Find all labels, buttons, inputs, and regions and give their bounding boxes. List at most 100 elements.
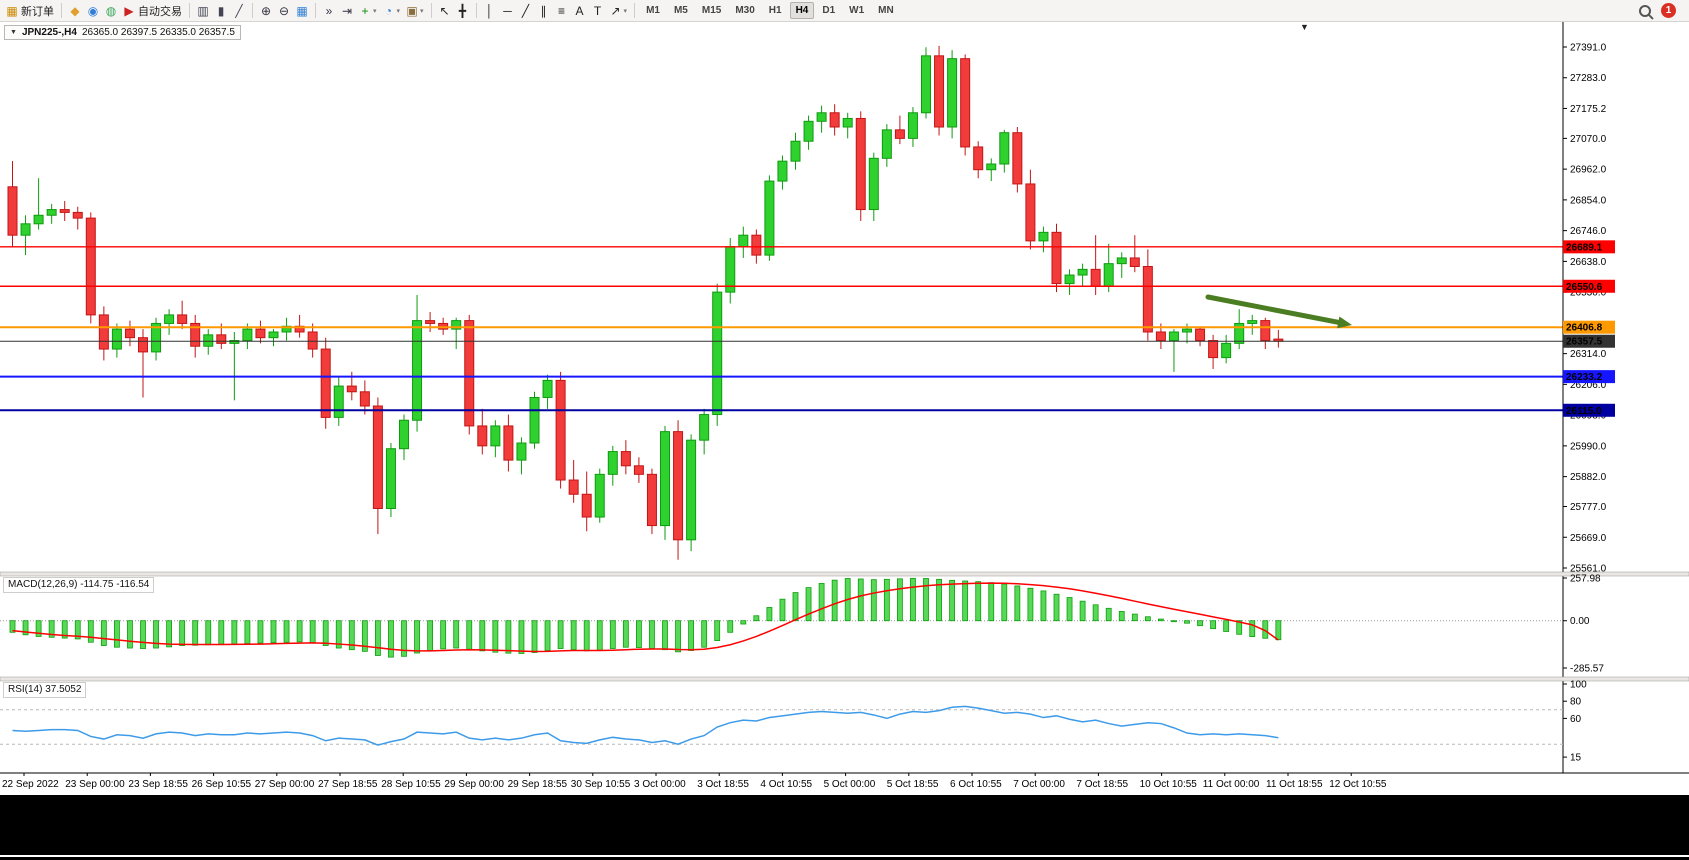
macd-bar — [1027, 587, 1034, 622]
time-axis-label: 6 Oct 10:55 — [950, 779, 1002, 790]
candle — [646, 473, 657, 527]
price-axis-label: 26530.0 — [1570, 288, 1607, 299]
macd-bar — [766, 607, 773, 622]
horizontal-line-icon: ─ — [503, 3, 512, 18]
candle — [98, 314, 109, 350]
candlestick-chart-icon: ▮ — [217, 3, 225, 18]
tile-windows-button[interactable]: ▦ — [293, 2, 311, 20]
chart-shift-marker-icon[interactable]: ▼ — [1300, 22, 1309, 32]
candle — [7, 186, 18, 236]
time-axis-label: 5 Oct 00:00 — [824, 779, 876, 790]
macd-bar — [1118, 611, 1125, 622]
timeframe-m5[interactable]: M5 — [673, 5, 688, 16]
arrows-button[interactable]: ↗ ▾ — [607, 2, 631, 20]
time-axis-label: 11 Oct 00:00 — [1203, 779, 1260, 790]
time-axis-label: 3 Oct 18:55 — [697, 779, 749, 790]
time-axis-label: 23 Sep 00:00 — [65, 779, 125, 790]
vertical-line-button[interactable]: │ — [481, 2, 499, 20]
macd-bar — [231, 620, 238, 645]
cursor-button[interactable]: ↖ — [436, 2, 454, 20]
indicators-button[interactable]: + ▾ — [356, 2, 380, 20]
macd-bar — [479, 620, 486, 652]
macd-bar — [636, 620, 642, 648]
candle — [594, 473, 605, 518]
macd-bar — [348, 620, 355, 651]
macd-bar — [1066, 597, 1073, 622]
auto-scroll-button[interactable]: » — [320, 2, 338, 20]
text-label-icon: T — [593, 3, 602, 18]
macd-bar — [100, 620, 107, 646]
notification-badge[interactable]: 1 — [1661, 3, 1676, 18]
macd-bar — [740, 620, 747, 625]
fibonacci-icon: ≡ — [558, 3, 566, 18]
auto-trading-icon: ▶ — [124, 3, 134, 18]
timeframe-h1[interactable]: H1 — [768, 5, 782, 16]
chart-symbol: JPN225-,H4 — [21, 27, 77, 38]
horizontal-line-button[interactable]: ─ — [499, 2, 517, 20]
periods-button[interactable]: ◔ ▾ — [380, 2, 404, 20]
candle — [790, 140, 801, 162]
candle — [385, 448, 396, 509]
price-axis-label: 27070.0 — [1570, 134, 1607, 145]
trend-arrow[interactable] — [1205, 294, 1341, 325]
channel-button[interactable]: ∥ — [535, 2, 553, 20]
macd-bar — [1236, 620, 1243, 635]
candle — [85, 217, 96, 316]
macd-bar — [22, 620, 29, 636]
candle — [907, 112, 918, 139]
time-axis-label: 5 Oct 18:55 — [887, 779, 939, 790]
chevron-down-icon[interactable]: ▾ — [420, 7, 424, 15]
auto-trading-button[interactable]: ▶ 自动交易 — [120, 2, 185, 20]
candle — [20, 223, 31, 236]
macd-bar — [309, 620, 316, 643]
candle — [464, 320, 475, 427]
market-watch-icon: ◉ — [87, 3, 99, 18]
text-button[interactable]: A — [571, 2, 589, 20]
panel-separator[interactable] — [0, 676, 1689, 682]
timeframe-mn[interactable]: MN — [878, 5, 894, 16]
collapse-triangle-icon[interactable]: ▼ — [10, 29, 17, 36]
chevron-down-icon[interactable]: ▾ — [396, 7, 401, 15]
timeframe-m1[interactable]: M1 — [646, 5, 660, 16]
line-chart-button[interactable]: ╱ — [230, 2, 248, 20]
text-label-button[interactable]: T — [589, 2, 607, 20]
macd-bar — [675, 620, 681, 653]
candle — [738, 234, 749, 248]
bar-chart-button[interactable]: ▥ — [194, 2, 212, 20]
timeframe-d1[interactable]: D1 — [822, 5, 836, 16]
templates-button[interactable]: ▣ ▾ — [403, 2, 427, 20]
timeframe-m15[interactable]: M15 — [701, 5, 722, 16]
trendline-button[interactable]: ╱ — [517, 2, 535, 20]
chevron-down-icon[interactable]: ▾ — [373, 7, 377, 15]
candle — [1155, 331, 1166, 342]
market-watch-button[interactable]: ◉ — [84, 2, 102, 20]
chart-profile-icon: ◆ — [70, 3, 80, 18]
time-axis-label: 11 Oct 18:55 — [1266, 779, 1323, 790]
macd-bar — [583, 620, 590, 652]
macd-axis-label: 257.98 — [1570, 574, 1601, 585]
search-icon[interactable] — [1639, 4, 1651, 17]
chevron-down-icon[interactable]: ▾ — [623, 7, 628, 15]
chart-svg[interactable]: 27391.0 27283.0 27175.2 27070.0 26962.0 26854… — [0, 22, 1689, 795]
periods-icon: ◔ — [384, 3, 393, 18]
data-window-button[interactable]: ◍ — [102, 2, 120, 20]
candle — [712, 291, 723, 416]
price-axis-label: 26206.0 — [1570, 380, 1607, 391]
chart-shift-button[interactable]: ⇥ — [338, 2, 356, 20]
candlestick-chart-button[interactable]: ▮ — [212, 2, 230, 20]
chart-profile-button[interactable]: ◆ — [66, 2, 84, 20]
crosshair-button[interactable]: ╋ — [454, 2, 472, 20]
candle — [960, 58, 971, 148]
fibonacci-button[interactable]: ≡ — [553, 2, 571, 20]
panel-separator[interactable] — [0, 571, 1689, 577]
timeframe-w1[interactable]: W1 — [849, 5, 865, 16]
timeframe-h4[interactable]: H4 — [789, 2, 815, 19]
macd-bar — [1131, 613, 1138, 622]
new-order-button[interactable]: ▦ 新订单 — [3, 2, 57, 20]
macd-bar — [701, 620, 708, 648]
zoom-in-button[interactable]: ⊕ — [257, 2, 275, 20]
macd-bar — [714, 620, 721, 641]
zoom-out-button[interactable]: ⊖ — [275, 2, 293, 20]
candle — [268, 331, 279, 339]
timeframe-m30[interactable]: M30 — [735, 5, 755, 16]
